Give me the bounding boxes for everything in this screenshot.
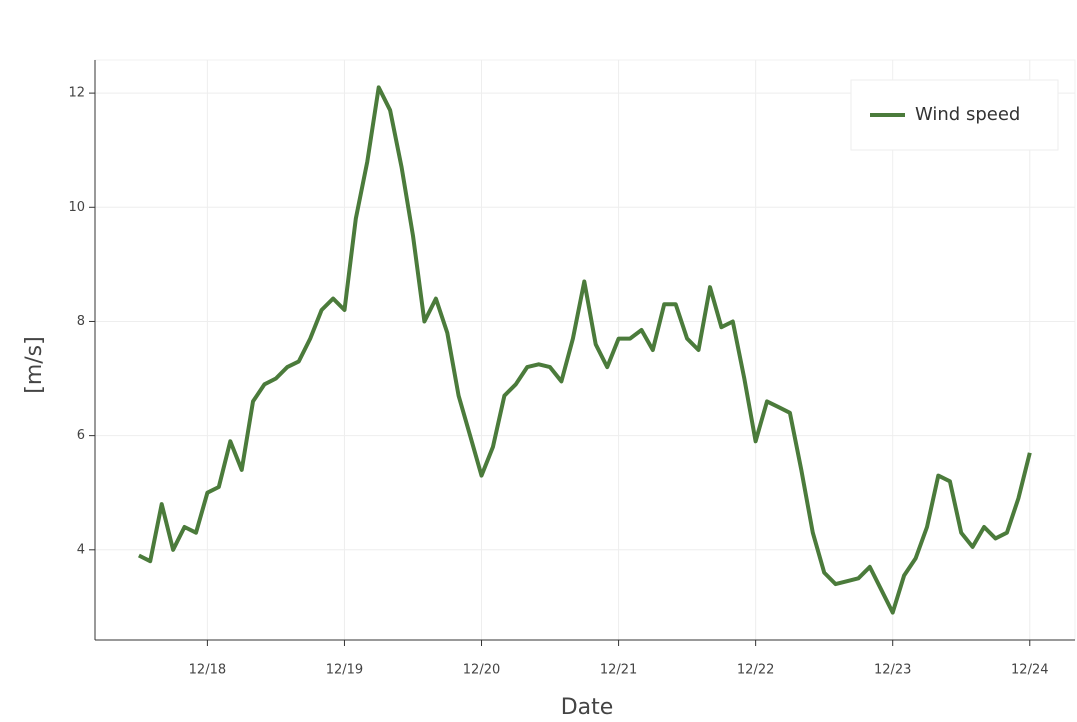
y-tick-label: 10 [68,200,85,215]
x-tick-label: 12/24 [1011,663,1048,678]
x-tick-label: 12/20 [463,663,500,678]
y-tick-label: 4 [77,542,85,557]
plot-area [94,59,1076,641]
x-axis-title: Date [561,695,614,720]
x-tick-label: 12/21 [600,663,637,678]
y-tick-label: 6 [77,428,85,443]
x-tick-label: 12/18 [189,663,226,678]
x-tick-label: 12/19 [326,663,363,678]
legend-label: Wind speed [915,104,1020,125]
x-tick-label: 12/23 [874,663,911,678]
x-tick-label: 12/22 [737,663,774,678]
y-tick-label: 12 [68,86,85,101]
line [137,85,1032,615]
y-tick-label: 8 [77,314,85,329]
y-axis-title: [m/s] [22,336,47,393]
